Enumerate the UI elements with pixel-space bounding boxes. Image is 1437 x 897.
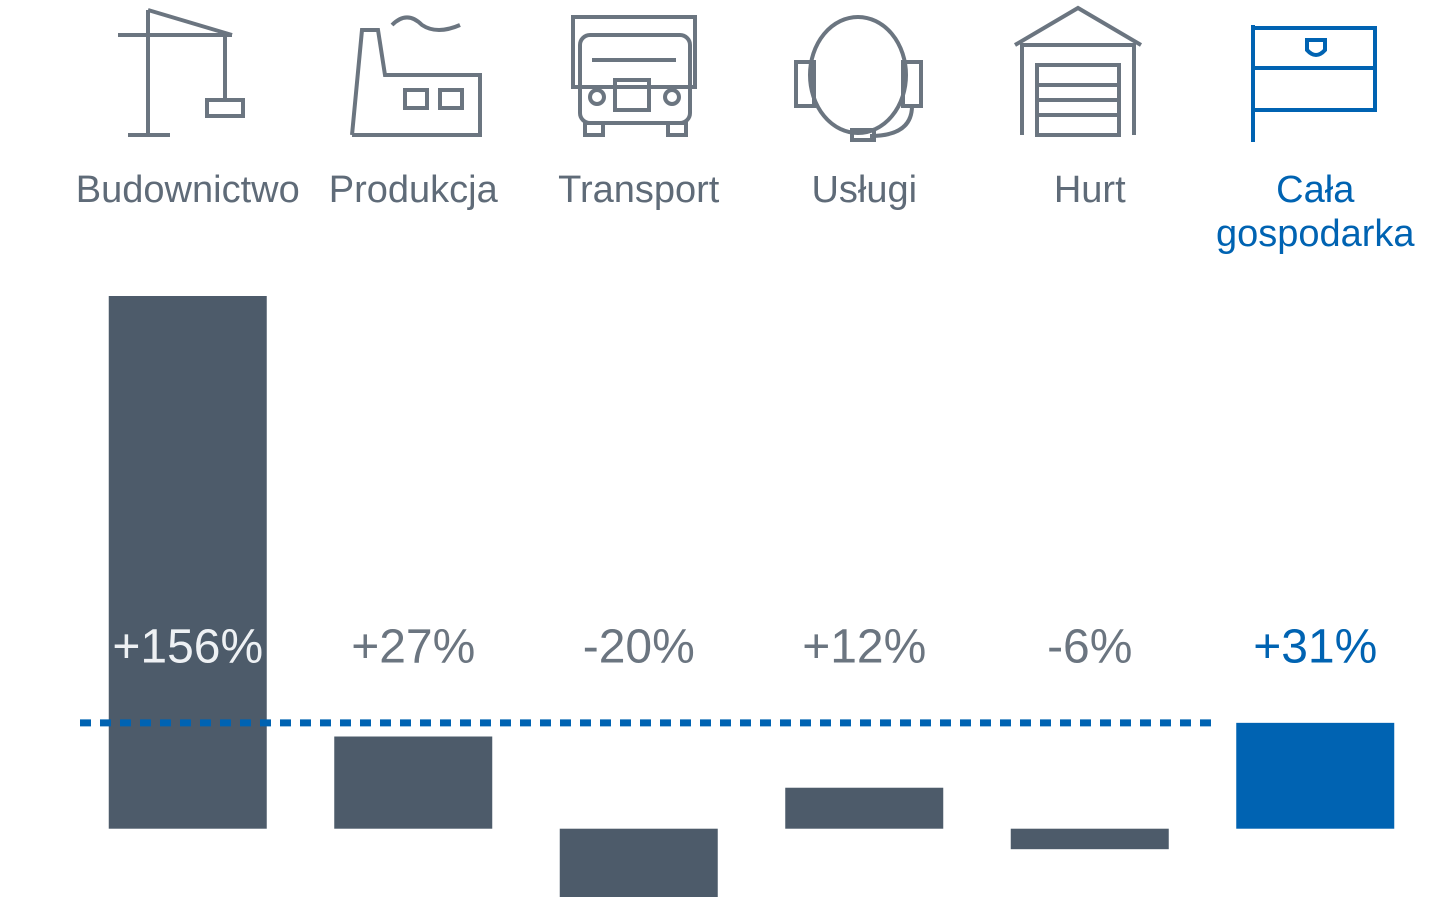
bar [785, 787, 944, 829]
bar [559, 828, 718, 897]
value-label: +31% [1253, 621, 1377, 674]
category-label: Cała gospodarka [1215, 169, 1415, 255]
bar [108, 296, 267, 829]
category-label: Produkcja [328, 169, 498, 211]
bar [334, 736, 493, 829]
factory-icon [350, 15, 482, 137]
category-label: Usługi [811, 169, 918, 211]
category-label: Hurt [1053, 169, 1126, 211]
category-label: Transport [558, 169, 720, 211]
value-label: +12% [802, 621, 926, 674]
crane-icon [118, 8, 245, 137]
warehouse-icon [1013, 5, 1143, 137]
bar [1010, 828, 1169, 850]
headset-icon [794, 15, 923, 142]
category-label: Budownictwo [75, 169, 300, 211]
value-label: -6% [1047, 621, 1132, 674]
flag-icon [1251, 25, 1377, 142]
value-label: +27% [351, 621, 475, 674]
truck-icon [571, 15, 697, 137]
bar [1236, 722, 1395, 829]
value-label: +156% [112, 621, 263, 674]
value-label: -20% [583, 621, 695, 674]
icons [118, 5, 1377, 142]
